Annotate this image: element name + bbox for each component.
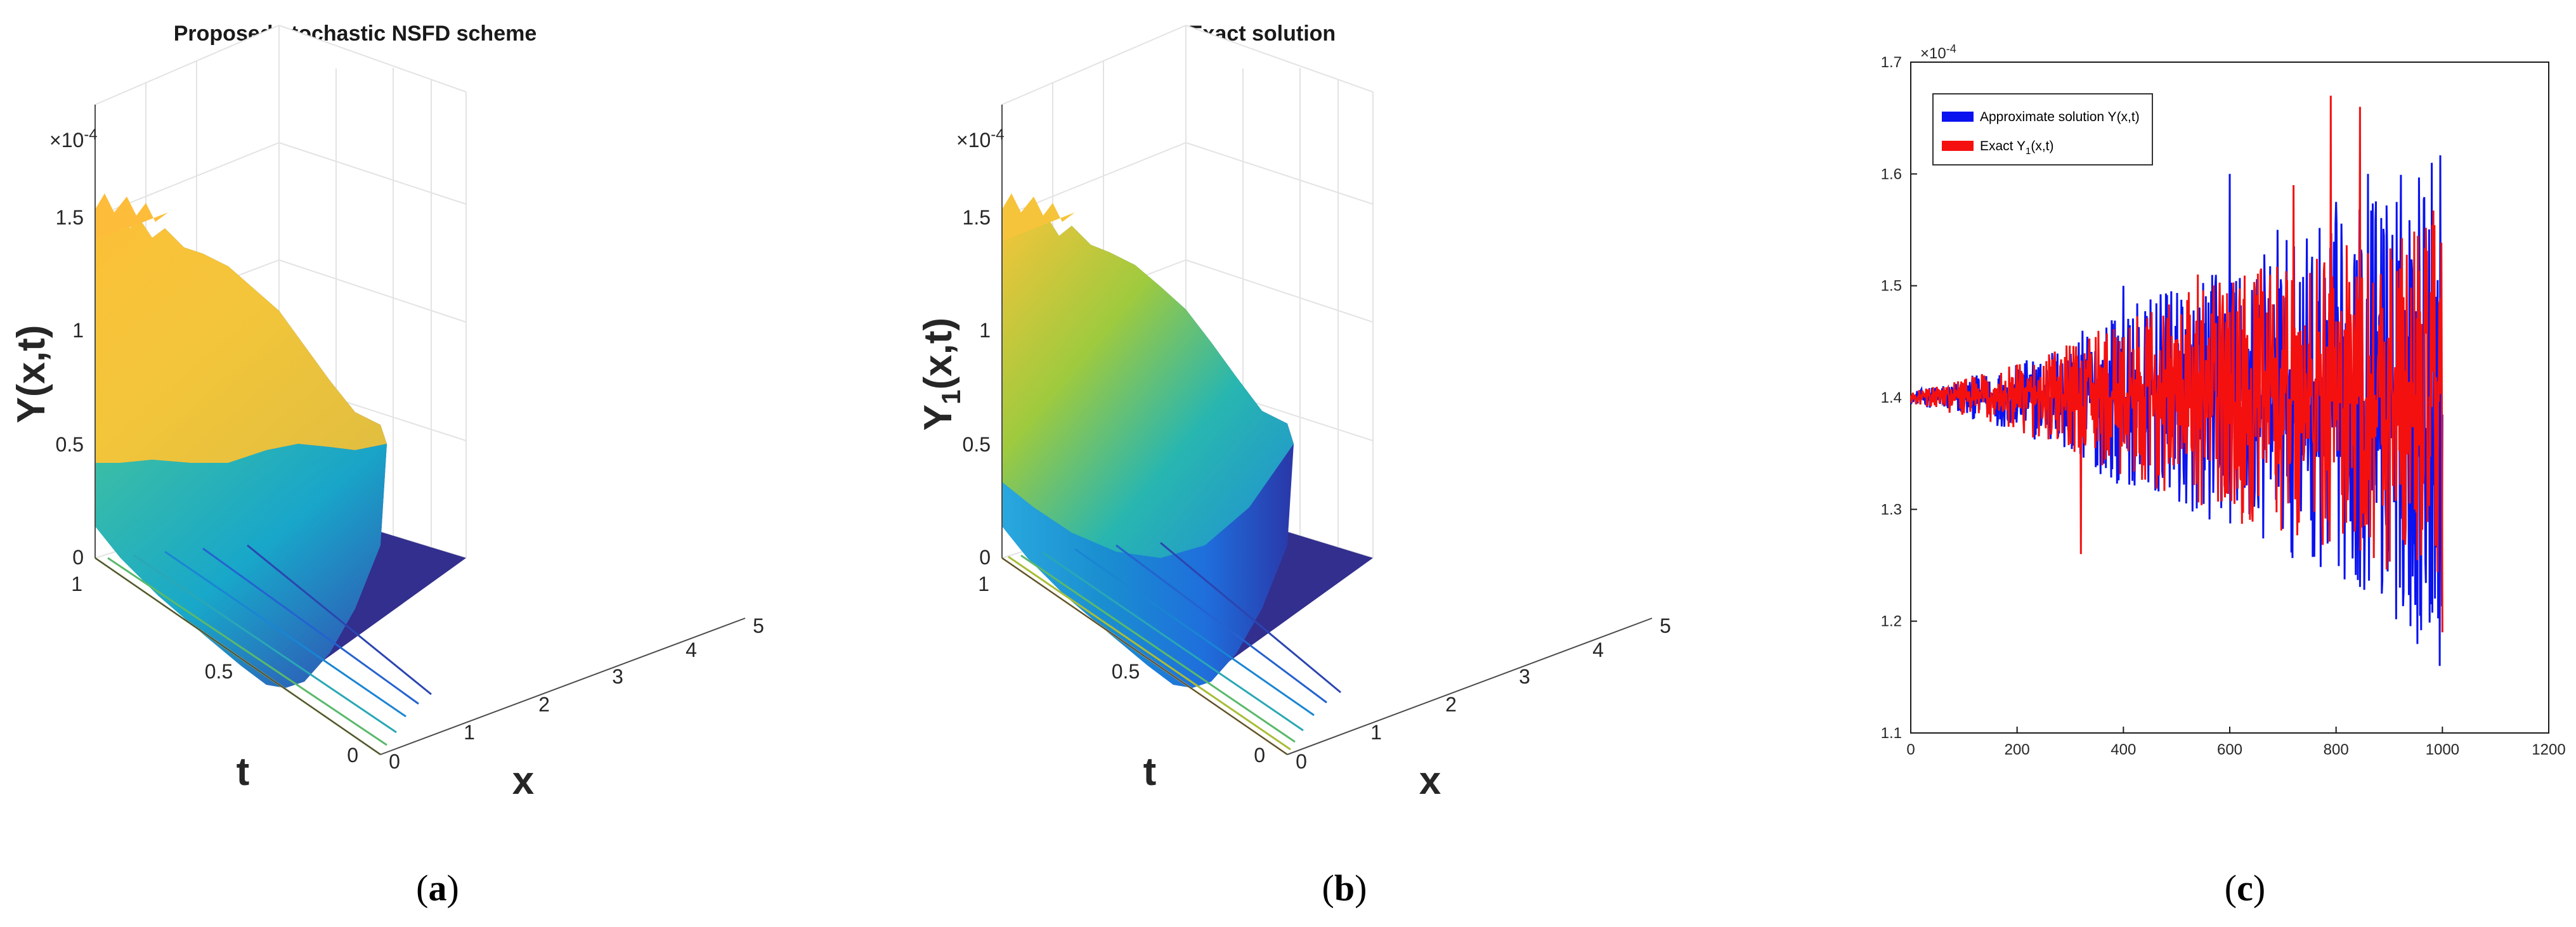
exponent-label: ×10-4 [49, 126, 98, 152]
x-tick: 4 [686, 639, 697, 661]
x-tick: 3 [1519, 665, 1530, 688]
z-tick-labels: 0 0.5 1 1.5 [56, 206, 84, 569]
z-tick-labels: 0 0.5 1 1.5 [963, 206, 991, 569]
x-tick-label: 800 [2324, 741, 2349, 758]
surface [95, 193, 466, 688]
t-tick-labels: 1 0.5 0 [71, 573, 358, 767]
legend-label-approx: Approximate solution Y(x,t) [1980, 110, 2140, 124]
x-tick: 1 [464, 721, 475, 744]
t-tick: 0 [1254, 744, 1265, 767]
y-tick-label: 1.4 [1881, 389, 1902, 406]
exponent-label: ×10-4 [1920, 42, 1956, 62]
panel-b: Exact solution [916, 22, 1671, 909]
axis-lines [1001, 105, 1653, 755]
z-axis-label: Y1(x,t) [916, 318, 966, 431]
legend-label-exact: Exact Y1(x,t) [1980, 139, 2053, 157]
y-tick-label: 1.1 [1881, 725, 1902, 742]
x-tick: 1 [1370, 721, 1382, 744]
z-tick: 1.5 [963, 206, 991, 229]
z-tick: 1 [979, 319, 991, 342]
x-tick-labels: 0 1 2 3 4 5 [389, 614, 764, 773]
z-tick: 0 [979, 546, 991, 569]
legend-swatch-approx [1942, 112, 1974, 122]
series-group [1909, 95, 2443, 666]
x-tick: 5 [1660, 614, 1671, 637]
y-tick-label: 1.3 [1881, 501, 1902, 518]
x-axis-label: x [1419, 759, 1441, 803]
series-exact-line [1909, 95, 2443, 633]
z-tick: 0 [72, 546, 84, 569]
x-tick-label: 1200 [2532, 741, 2565, 758]
panel-caption: (b) [1322, 867, 1367, 909]
legend: Approximate solution Y(x,t) Exact Y1(x,t… [1932, 93, 2153, 165]
x-tick: 2 [1445, 693, 1457, 716]
exponent-label: ×10-4 [956, 126, 1005, 152]
panel-caption: (a) [416, 867, 459, 909]
z-tick: 0.5 [56, 433, 84, 456]
x-tick: 0 [389, 750, 400, 773]
panel-title: Proposed stochastic NSFD scheme [174, 22, 537, 46]
t-tick: 1 [978, 573, 989, 595]
x-tick-label: 1000 [2426, 741, 2459, 758]
z-tick: 0.5 [963, 433, 991, 456]
x-tick: 2 [538, 693, 550, 716]
t-tick-labels: 1 0.5 0 [978, 573, 1265, 767]
x-tick: 5 [753, 614, 764, 637]
x-axis-label: x [512, 759, 535, 803]
x-tick: 3 [612, 665, 623, 688]
z-tick: 1.5 [56, 206, 84, 229]
y-tick-label: 1.5 [1881, 278, 1902, 295]
x-tick: 0 [1296, 750, 1307, 773]
x-tick: 4 [1592, 639, 1604, 661]
y-tick-label: 1.7 [1881, 54, 1902, 71]
z-tick: 1 [72, 319, 84, 342]
x-tick-label: 0 [1906, 741, 1915, 758]
axis-ticks: 0 200 400 600 800 1000 1200 1.1 1.2 1.3 1.4 1.5 1.6 1… [1881, 54, 2566, 758]
t-axis-label: t [1143, 750, 1157, 794]
panel-caption: (c) [2225, 867, 2265, 909]
y-tick-label: 1.2 [1881, 613, 1902, 630]
y-tick-label: 1.6 [1881, 165, 1902, 183]
legend-box [1932, 93, 2153, 165]
legend-swatch-exact [1942, 141, 1974, 151]
axis-lines [94, 105, 746, 755]
x-tick-label: 600 [2217, 741, 2242, 758]
panel-a: Proposed stochastic NSFD scheme [10, 22, 764, 909]
x-tick-label: 400 [2111, 741, 2136, 758]
panel-c: 0 200 400 600 800 1000 1200 1.1 1.2 1.3 1.4 1.5 1.6 1… [1881, 42, 2566, 909]
surface [1002, 193, 1373, 688]
t-tick: 0.5 [205, 660, 233, 683]
x-tick-labels: 0 1 2 3 4 5 [1296, 614, 1671, 773]
t-tick: 0.5 [1112, 660, 1140, 683]
t-tick: 1 [71, 573, 82, 595]
t-axis-label: t [237, 750, 250, 794]
t-tick: 0 [347, 744, 358, 767]
x-tick-label: 200 [2005, 741, 2030, 758]
z-axis-label: Y(x,t) [10, 325, 53, 424]
